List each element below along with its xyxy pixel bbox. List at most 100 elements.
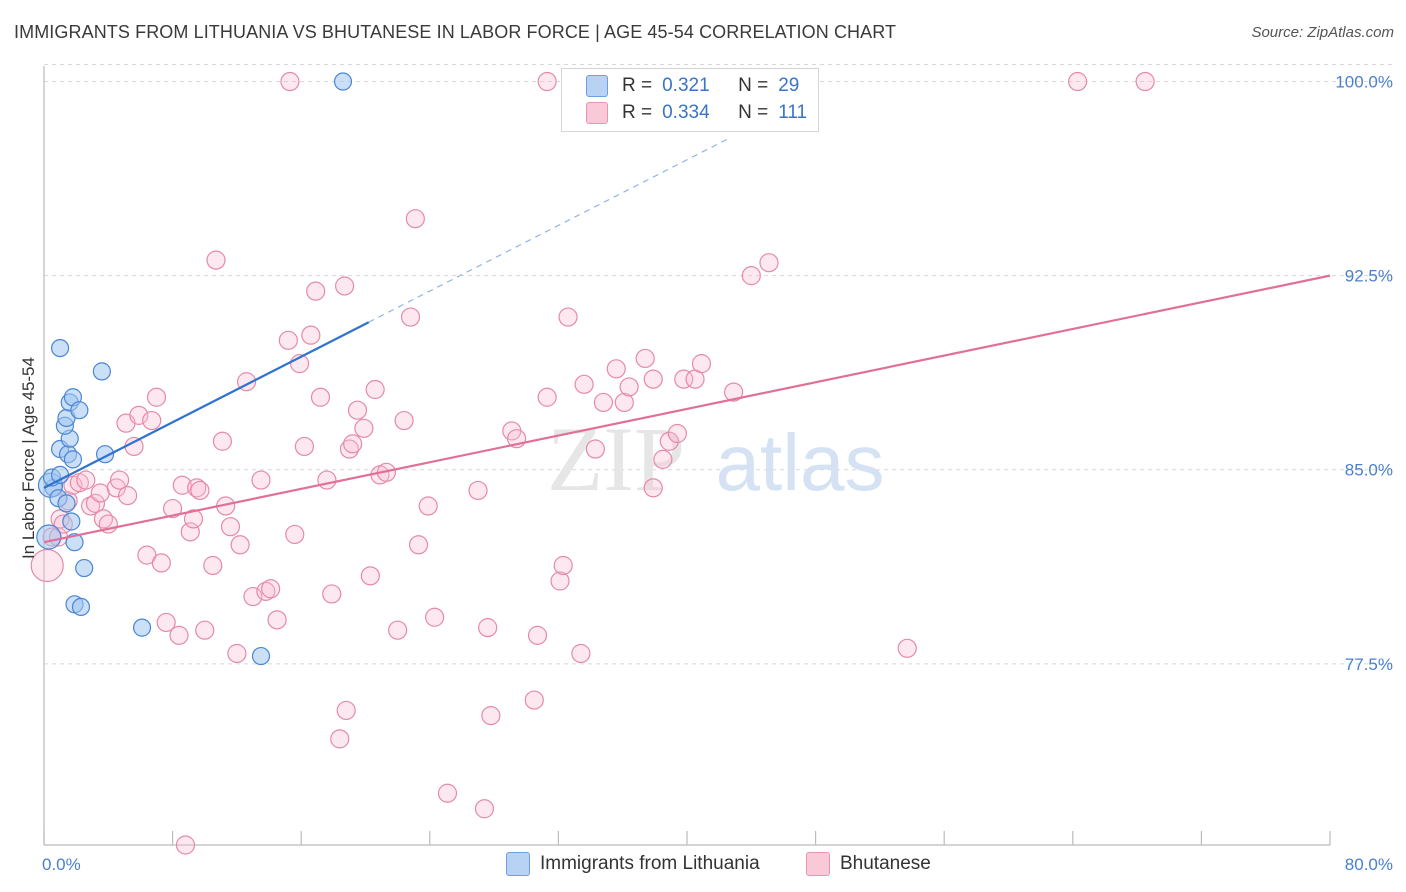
bhutanese-point bbox=[606, 359, 626, 379]
watermark: ZIP atlas bbox=[547, 408, 884, 510]
bhutanese-point bbox=[90, 483, 110, 503]
bhutanese-point bbox=[156, 612, 176, 633]
bhutanese-point bbox=[251, 470, 271, 490]
bhutanese-point bbox=[418, 496, 438, 516]
bhutanese-point bbox=[394, 410, 414, 431]
bhutanese-point bbox=[724, 382, 744, 402]
bhutanese-point bbox=[76, 470, 96, 490]
bhutanese-point bbox=[388, 620, 408, 640]
bhutanese-point bbox=[1135, 71, 1155, 92]
bhutanese-point bbox=[183, 509, 204, 529]
bhutanese-point bbox=[537, 387, 557, 407]
bhutanese-point bbox=[146, 387, 167, 407]
bhutanese-point bbox=[674, 369, 694, 389]
series-legend: Immigrants from Lithuania Bhutanese bbox=[0, 852, 1406, 878]
bhutanese-point bbox=[759, 253, 779, 273]
chart-title: IMMIGRANTS FROM LITHUANIA VS BHUTANESE I… bbox=[14, 22, 897, 42]
bhutanese-point bbox=[524, 690, 544, 710]
bhutanese-point bbox=[335, 276, 355, 296]
legend-r-value: 0.334 bbox=[662, 102, 710, 123]
bhutanese-point bbox=[474, 799, 495, 819]
bhutanese-point bbox=[142, 410, 162, 431]
lithuania-trend-extension bbox=[368, 137, 730, 323]
trend-layer bbox=[43, 137, 1331, 544]
bhutanese-point bbox=[574, 374, 594, 394]
bhutanese-point bbox=[593, 392, 614, 413]
bhutanese-point bbox=[163, 498, 183, 519]
bhutanese-point bbox=[109, 470, 130, 490]
series-lithuania-points bbox=[36, 72, 353, 666]
bhutanese-point bbox=[400, 307, 421, 327]
bhutanese-point bbox=[169, 625, 189, 645]
legend-n-value: 29 bbox=[778, 75, 800, 96]
bhutanese-point bbox=[330, 729, 350, 749]
lithuania-point bbox=[132, 618, 152, 637]
legend-label-bhutanese: Bhutanese bbox=[840, 853, 931, 874]
lithuania-point bbox=[71, 597, 91, 617]
series-bhutanese-points bbox=[30, 71, 1155, 855]
y-tick-label: 85.0% bbox=[1345, 461, 1393, 480]
bhutanese-point bbox=[310, 387, 331, 407]
bhutanese-point bbox=[360, 566, 380, 586]
legend-item-bhutanese[interactable]: Bhutanese bbox=[806, 852, 931, 876]
legend-row-bhutanese: R = 0.334 N = 111 bbox=[586, 100, 807, 126]
lithuania-point bbox=[75, 558, 94, 578]
bhutanese-point bbox=[468, 480, 488, 501]
bhutanese-point bbox=[347, 400, 368, 420]
bhutanese-point bbox=[619, 377, 639, 397]
bhutanese-point bbox=[659, 431, 679, 451]
bhutanese-point bbox=[614, 392, 634, 413]
lithuania-point bbox=[62, 512, 81, 531]
bhutanese-point bbox=[227, 643, 247, 664]
bhutanese-point bbox=[306, 281, 326, 301]
lithuania-trend-line bbox=[43, 321, 370, 489]
legend-swatch-blue bbox=[586, 75, 608, 97]
lithuania-point bbox=[333, 72, 353, 91]
bhutanese-point bbox=[691, 354, 712, 374]
bhutanese-point bbox=[85, 493, 106, 513]
x-tick-label-min: 0.0% bbox=[42, 855, 81, 874]
bhutanese-point bbox=[478, 618, 498, 638]
bhutanese-point bbox=[336, 700, 356, 721]
bhutanese-point bbox=[294, 436, 315, 457]
lithuania-point bbox=[63, 450, 83, 469]
bhutanese-point bbox=[117, 486, 138, 506]
watermark-atlas: atlas bbox=[716, 418, 885, 507]
lithuania-point bbox=[36, 524, 62, 550]
lithuania-point bbox=[251, 646, 271, 666]
bhutanese-point bbox=[667, 423, 687, 444]
y-tick-label: 77.5% bbox=[1345, 655, 1393, 674]
axis-layer: 77.5% 85.0% 92.5% 100.0% 0.0% 80.0% bbox=[42, 66, 1393, 874]
legend-r-value: 0.321 bbox=[662, 75, 710, 96]
bhutanese-point bbox=[897, 638, 917, 658]
bhutanese-point bbox=[301, 325, 321, 345]
bhutanese-point bbox=[285, 524, 305, 545]
lithuania-point bbox=[92, 362, 111, 381]
bhutanese-point bbox=[365, 379, 385, 400]
bhutanese-point bbox=[425, 607, 445, 627]
bhutanese-point bbox=[195, 620, 215, 640]
bhutanese-point bbox=[278, 330, 298, 350]
legend-n-value: 111 bbox=[778, 102, 808, 123]
bhutanese-point bbox=[261, 579, 281, 599]
legend-n-label: N = bbox=[738, 102, 769, 123]
bhutanese-point bbox=[190, 480, 210, 501]
legend-item-lithuania[interactable]: Immigrants from Lithuania bbox=[506, 852, 760, 876]
y-tick-label: 100.0% bbox=[1335, 73, 1393, 92]
legend-row-lithuania: R = 0.321 N = 29 bbox=[586, 73, 799, 99]
bhutanese-point bbox=[175, 835, 196, 855]
bhutanese-point bbox=[571, 643, 591, 664]
bhutanese-point bbox=[187, 478, 207, 498]
bhutanese-point bbox=[537, 71, 557, 92]
bhutanese-point bbox=[741, 266, 761, 286]
lithuania-point bbox=[65, 533, 84, 552]
bhutanese-point bbox=[280, 71, 300, 92]
bhutanese-point bbox=[354, 418, 374, 438]
legend-swatch-blue bbox=[506, 852, 530, 876]
legend-swatch-pink bbox=[586, 102, 608, 124]
bhutanese-point bbox=[106, 478, 126, 498]
bhutanese-point bbox=[124, 436, 144, 457]
bhutanese-point bbox=[129, 405, 149, 425]
watermark-zip: ZIP bbox=[547, 408, 685, 510]
bhutanese-point bbox=[558, 307, 578, 327]
